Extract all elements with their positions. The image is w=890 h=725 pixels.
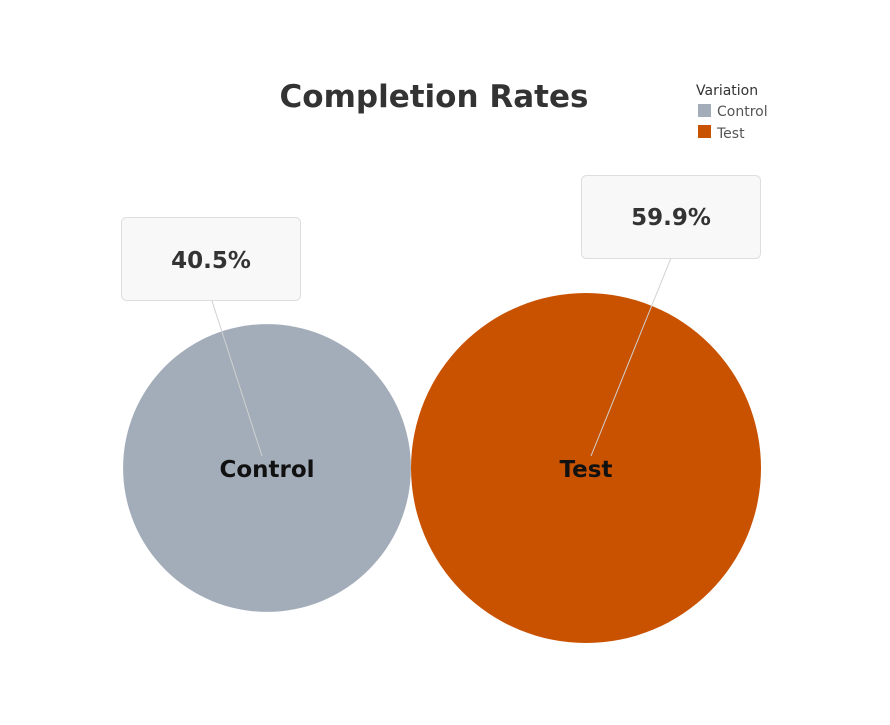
- legend: Variation Control Test: [696, 83, 768, 142]
- callouts: 40.5% 59.9%: [121, 175, 761, 457]
- callout-line-control: [211, 300, 263, 457]
- callout-value-test: 59.9%: [631, 205, 711, 231]
- callout-box-control: [121, 217, 301, 301]
- legend-label-test: Test: [716, 126, 745, 142]
- chart-title: Completion Rates: [280, 79, 589, 115]
- legend-swatch-test: [698, 125, 711, 138]
- legend-label-control: Control: [717, 104, 768, 120]
- callout-line-test: [590, 257, 672, 457]
- bubbles: Control Test: [123, 293, 761, 643]
- legend-title: Variation: [696, 83, 758, 99]
- bubble-control[interactable]: [123, 324, 411, 612]
- bubble-label-test: Test: [560, 457, 613, 483]
- callout-box-test: [581, 175, 761, 259]
- legend-swatch-control: [698, 104, 711, 117]
- callout-value-control: 40.5%: [171, 248, 251, 274]
- bubble-label-control: Control: [219, 457, 314, 483]
- bubble-test[interactable]: [411, 293, 761, 643]
